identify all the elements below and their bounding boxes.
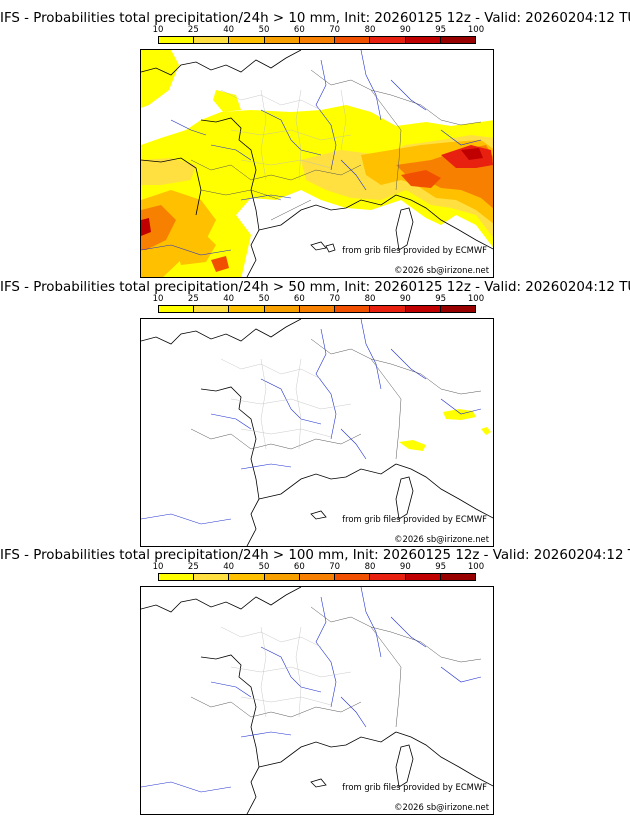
colorbar-labels: 10 25 40 50 60 70 80 90 95 100: [153, 562, 485, 572]
colorbar-label: 10: [152, 562, 164, 572]
colorbar-label: 50: [258, 294, 270, 304]
colorbar-boxes: [158, 573, 476, 581]
colorbar-swatch: [264, 37, 300, 43]
colorbar-label: 70: [329, 294, 341, 304]
colorbar-swatch: [159, 306, 195, 312]
panel-50mm: IFS - Probabilities total precipitation/…: [0, 269, 630, 547]
map-frame: from grib files provided by ECMWF ©2026 …: [140, 586, 494, 815]
map-credit: from grib files provided by ECMWF: [342, 782, 487, 792]
colorbar-label: 10: [152, 25, 164, 35]
colorbar: 10 25 40 50 60 70 80 90 95 100: [153, 25, 485, 44]
coastline: [141, 50, 493, 277]
coastline: [141, 319, 493, 546]
colorbar-label: 80: [364, 562, 376, 572]
colorbar-swatch: [335, 306, 371, 312]
map-copyright: ©2026 sb@irizone.net: [394, 534, 489, 544]
colorbar-swatch: [405, 574, 441, 580]
precip-shading: [141, 50, 493, 277]
colorbar-swatch: [194, 306, 230, 312]
colorbar-label: 50: [258, 562, 270, 572]
colorbar-label: 90: [399, 562, 411, 572]
colorbar-swatch: [440, 37, 475, 43]
panel-title: IFS - Probabilities total precipitation/…: [0, 280, 630, 295]
colorbar-swatch: [405, 306, 441, 312]
colorbar-label: 10: [152, 294, 164, 304]
colorbar-swatch: [229, 574, 265, 580]
rivers: [141, 50, 482, 256]
panel-title: IFS - Probabilities total precipitation/…: [0, 548, 630, 563]
colorbar-swatch: [299, 306, 336, 312]
map-copyright: ©2026 sb@irizone.net: [394, 802, 489, 812]
colorbar-swatch: [229, 37, 265, 43]
colorbar-label: 90: [399, 294, 411, 304]
colorbar-label: 80: [364, 25, 376, 35]
colorbar-swatch: [159, 37, 195, 43]
colorbar-swatch: [370, 306, 406, 312]
colorbar-swatch: [335, 37, 371, 43]
colorbar-labels: 10 25 40 50 60 70 80 90 95 100: [153, 294, 485, 304]
colorbar-label: 60: [293, 25, 305, 35]
map-copyright: ©2026 sb@irizone.net: [394, 265, 489, 275]
colorbar-label: 95: [435, 25, 447, 35]
colorbar-boxes: [158, 36, 476, 44]
precip-map: [141, 319, 493, 546]
colorbar-labels: 10 25 40 50 60 70 80 90 95 100: [153, 25, 485, 35]
colorbar-swatch: [264, 574, 300, 580]
colorbar-label: 80: [364, 294, 376, 304]
colorbar-label: 95: [435, 294, 447, 304]
rivers: [141, 587, 482, 793]
map-frame: from grib files provided by ECMWF ©2026 …: [140, 49, 494, 278]
colorbar-label: 40: [223, 294, 235, 304]
colorbar-swatch: [264, 306, 300, 312]
colorbar-label: 70: [329, 25, 341, 35]
colorbar-label: 40: [223, 562, 235, 572]
colorbar-label: 90: [399, 25, 411, 35]
admin-borders: [190, 338, 482, 460]
colorbar-swatch: [440, 306, 475, 312]
colorbar-swatch: [159, 574, 195, 580]
precip-map: [141, 50, 493, 277]
colorbar-label: 60: [293, 294, 305, 304]
panel-10mm: IFS - Probabilities total precipitation/…: [0, 0, 630, 278]
panel-100mm: IFS - Probabilities total precipitation/…: [0, 537, 630, 815]
colorbar: 10 25 40 50 60 70 80 90 95 100: [153, 294, 485, 313]
colorbar-boxes: [158, 305, 476, 313]
sub-borders: [220, 89, 352, 181]
map-frame: from grib files provided by ECMWF ©2026 …: [140, 318, 494, 547]
panel-title: IFS - Probabilities total precipitation/…: [0, 11, 630, 26]
colorbar-label: 100: [467, 25, 485, 35]
colorbar-label: 95: [435, 562, 447, 572]
colorbar-swatch: [194, 574, 230, 580]
colorbar-swatch: [229, 306, 265, 312]
precip-shading: [399, 409, 491, 451]
colorbar: 10 25 40 50 60 70 80 90 95 100: [153, 562, 485, 581]
rivers: [141, 319, 482, 525]
colorbar-label: 25: [187, 25, 199, 35]
colorbar-label: 60: [293, 562, 305, 572]
colorbar-swatch: [299, 574, 336, 580]
colorbar-label: 50: [258, 25, 270, 35]
colorbar-label: 25: [187, 562, 199, 572]
colorbar-swatch: [370, 37, 406, 43]
colorbar-label: 70: [329, 562, 341, 572]
sub-borders: [220, 626, 352, 718]
coastline: [141, 587, 493, 814]
colorbar-swatch: [299, 37, 336, 43]
colorbar-label: 40: [223, 25, 235, 35]
admin-borders: [190, 69, 482, 221]
colorbar-swatch: [405, 37, 441, 43]
colorbar-label: 100: [467, 294, 485, 304]
sub-borders: [220, 358, 352, 450]
colorbar-label: 25: [187, 294, 199, 304]
precip-map: [141, 587, 493, 814]
map-credit: from grib files provided by ECMWF: [342, 245, 487, 255]
colorbar-label: 100: [467, 562, 485, 572]
colorbar-swatch: [335, 574, 371, 580]
map-credit: from grib files provided by ECMWF: [342, 514, 487, 524]
colorbar-swatch: [194, 37, 230, 43]
admin-borders: [190, 606, 482, 728]
colorbar-swatch: [440, 574, 475, 580]
colorbar-swatch: [370, 574, 406, 580]
